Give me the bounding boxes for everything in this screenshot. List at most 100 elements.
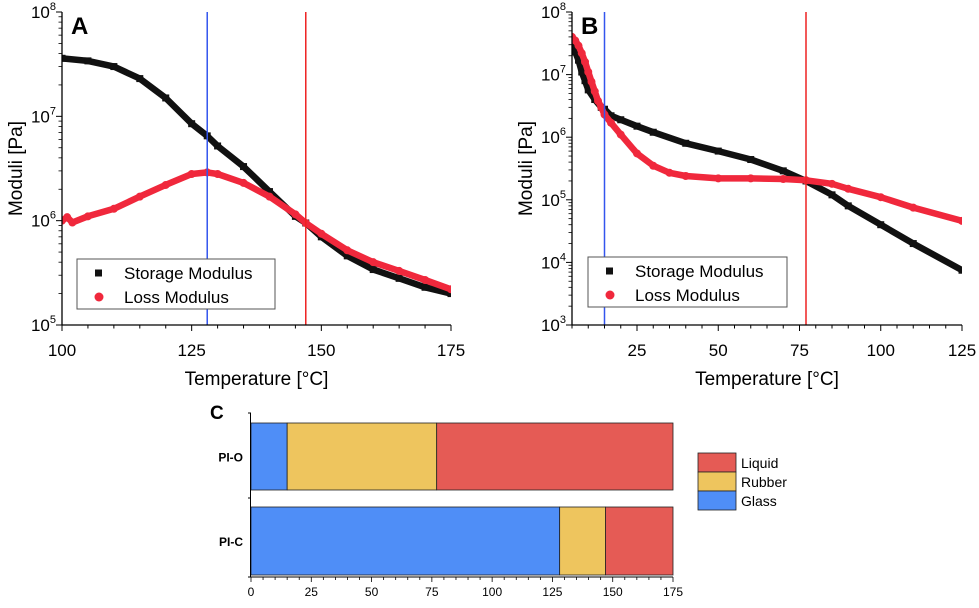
bar-segment-glass [250,506,561,576]
data-point [84,57,92,65]
data-point [616,130,625,139]
data-point [714,174,723,183]
x-tick-label: 100 [867,341,895,360]
bar-segment-rubber [559,506,606,576]
data-point [265,188,273,196]
x-tick-label: 50 [365,585,379,599]
x-tick-label: 100 [48,341,76,360]
data-point [213,170,222,179]
data-point [746,174,755,183]
data-point [590,87,599,96]
data-point [574,41,583,50]
data-point [594,96,602,105]
data-point [83,212,92,221]
x-tick-label: 150 [603,585,623,599]
data-point [187,170,196,179]
data-point [109,204,118,213]
category-label: PI-O [218,451,243,465]
data-point [877,221,885,229]
data-point [587,77,596,86]
data-point [572,48,579,56]
data-point [714,147,722,155]
data-point [240,163,248,171]
y-tick-label: 106 [31,210,56,231]
data-point [369,266,377,274]
panel-label: A [71,13,88,40]
panel-A: 100 125 150 175 105 106 107 108 Temperature [°C]… [6,1,465,390]
data-point [597,103,606,112]
legend-marker-square [95,269,102,277]
y-tick-label: 103 [541,314,566,335]
legend: Storage Modulus Loss Modulus [76,258,276,310]
data-point [665,168,674,177]
x-axis-title: Temperature [°C] [185,369,329,390]
data-point [844,184,853,193]
data-point [135,192,144,201]
x-tick-label: 25 [628,341,647,360]
series-line [572,34,962,225]
data-point [395,274,403,282]
data-point [779,174,788,183]
y-tick-label: 105 [541,189,566,210]
data-point [584,86,592,94]
data-point [161,180,170,189]
y-tick-label: 108 [31,1,56,22]
bar-segment-liquid [605,506,674,576]
data-point [682,139,690,147]
data-point [577,49,586,58]
data-point [343,252,351,260]
legend: Storage Modulus Loss Modulus [587,256,788,308]
legend-label: Liquid [741,455,778,471]
x-tick-label: 175 [663,585,683,599]
x-tick-label: 75 [790,341,809,360]
legend-swatch [697,471,737,492]
data-point [958,216,962,225]
data-point [214,142,222,150]
legend-swatch [697,490,737,511]
data-point [421,275,430,284]
panel-label: B [581,13,598,40]
data-point [633,149,641,158]
bar-segment-rubber [286,422,438,491]
data-point [581,77,589,85]
x-tick-label: 75 [425,585,439,599]
data-point [909,240,917,248]
data-point [649,161,658,170]
data-point [317,229,326,238]
legend: Liquid Rubber Glass [697,452,787,511]
series-loss-modulus [62,168,451,294]
data-point [649,128,657,136]
data-point [681,171,690,180]
y-tick-label: 105 [31,314,56,335]
legend-marker-circle [94,292,104,302]
y-axis-title: Moduli [Pa] [516,121,537,216]
data-point [447,290,451,298]
data-point [265,192,274,201]
data-point [188,120,196,128]
data-point [110,63,118,71]
x-tick-label: 50 [709,341,728,360]
y-tick-label: 108 [541,1,566,22]
data-point [343,246,352,255]
legend-marker-circle [605,290,615,300]
data-point [828,179,836,188]
data-point [909,203,918,212]
legend-label: Storage Modulus [124,264,253,283]
plot-area [572,32,962,274]
data-point [633,122,641,130]
data-point [876,193,885,202]
data-point [578,68,586,76]
series-storage-modulus [572,37,962,274]
data-point [584,68,593,77]
x-tick-label: 25 [305,585,319,599]
legend-swatch [697,452,737,473]
x-tick-label: 150 [307,341,335,360]
y-tick-label: 104 [541,251,566,272]
x-tick-label: 125 [177,341,205,360]
data-point [421,283,429,291]
y-tick-label: 107 [541,64,566,85]
data-point [828,191,836,199]
data-point [369,258,378,267]
data-point [162,94,170,102]
data-point [291,210,300,219]
